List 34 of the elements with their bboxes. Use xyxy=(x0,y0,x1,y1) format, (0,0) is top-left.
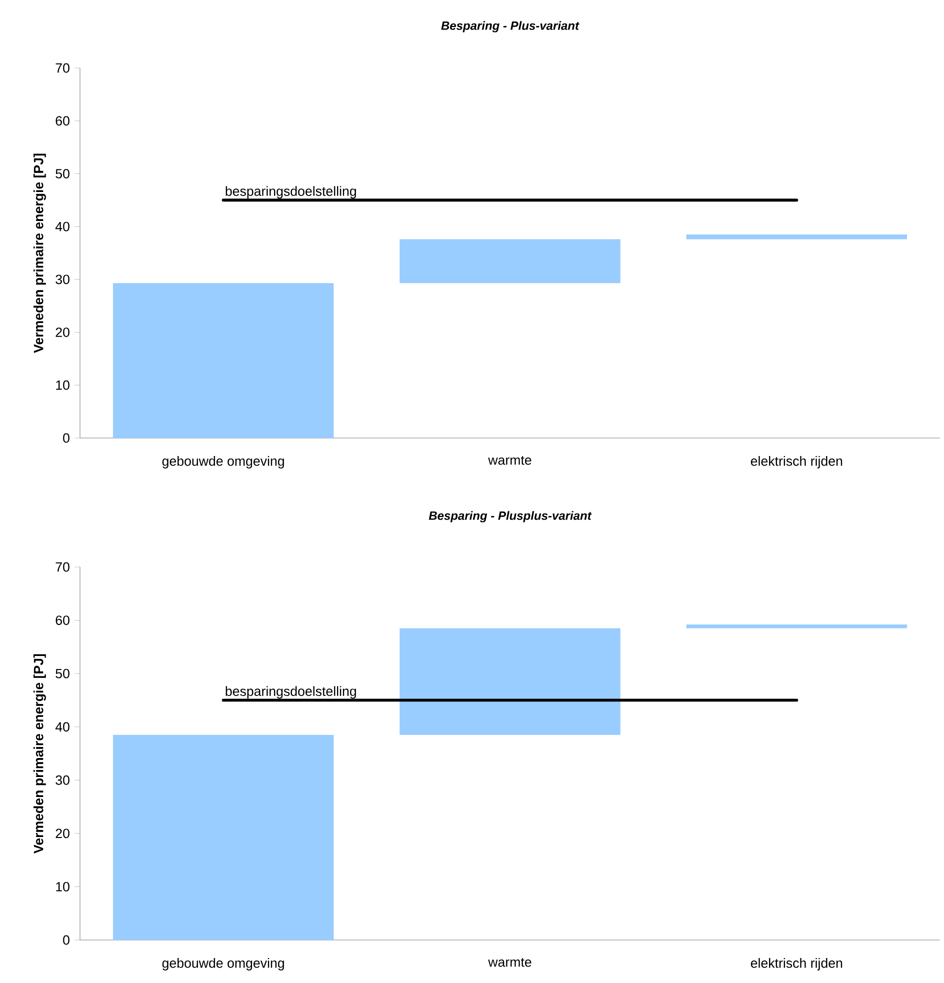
bar xyxy=(686,234,907,240)
bar xyxy=(112,283,334,438)
x-tick-label: warmte xyxy=(488,456,532,465)
y-tick-label: 40 xyxy=(55,722,70,732)
bar xyxy=(399,239,620,284)
y-tick-label: 60 xyxy=(56,616,70,625)
x-tick-label: warmte xyxy=(488,958,532,967)
y-tick-label: 20 xyxy=(56,828,70,838)
chart-title: Besparing - Plusplus-variant xyxy=(428,511,592,522)
bar xyxy=(112,734,334,940)
y-tick-label: 20 xyxy=(56,328,70,337)
y-tick-label: 50 xyxy=(55,668,70,678)
y-axis-title: Vermeden primaire energie [PJ] xyxy=(33,154,46,353)
chart-title: Besparing - Plus-variant xyxy=(440,21,580,32)
y-tick-label: 30 xyxy=(55,274,70,284)
x-tick-label: gebouwde omgeving xyxy=(162,456,284,468)
y-tick-label: 10 xyxy=(56,380,70,390)
bar xyxy=(686,624,907,628)
y-tick-label: 70 xyxy=(56,63,70,73)
y-tick-label: 10 xyxy=(56,882,70,892)
y-tick-label: 40 xyxy=(55,222,70,232)
x-tick-label: gebouwde omgeving xyxy=(162,958,284,970)
y-tick-label: 0 xyxy=(62,433,70,443)
y-tick-label: 30 xyxy=(55,775,70,785)
x-tick-label: elektrisch rijden xyxy=(750,958,842,970)
y-tick-label: 50 xyxy=(55,169,70,178)
y-tick-label: 0 xyxy=(62,935,70,945)
ref-line-label: besparingsdoelstelling xyxy=(226,686,356,699)
bar xyxy=(399,628,620,735)
y-tick-label: 70 xyxy=(56,562,70,572)
ref-line-label: besparingsdoelstelling xyxy=(226,186,356,199)
x-tick-label: elektrisch rijden xyxy=(750,456,842,468)
y-tick-label: 60 xyxy=(56,116,70,126)
y-axis-title: Vermeden primaire energie [PJ] xyxy=(33,654,46,854)
